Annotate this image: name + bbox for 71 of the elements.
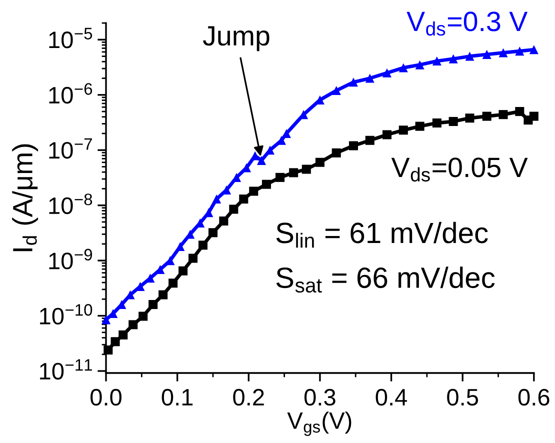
point [415,122,424,131]
point [382,68,392,78]
point [365,136,374,145]
point [529,112,538,121]
point [432,118,442,128]
point [348,141,358,150]
point [219,216,228,226]
point [365,74,374,83]
point [168,278,178,288]
point [529,45,538,54]
x-tick-label: 0.6 [518,388,550,406]
y-axis-title: I$_{d}$ (A/μm) [12,144,38,252]
point [118,330,128,340]
series-label: V$_{ds}$=0.05 V [391,158,528,182]
point [498,110,508,120]
point [465,114,474,123]
point [138,312,148,321]
y-tick-label: 10$^{−9}$ [49,248,92,270]
point [208,228,218,238]
annotation: S$_{sat}$ = 66 mV/dec [276,266,495,293]
point [498,48,508,58]
point [448,116,458,126]
point [515,106,524,116]
point [289,168,298,178]
y-tick-label: 10$^{−11}$ [40,359,92,380]
annotation: S$_{lin}$ = 61 mV/dec [276,222,488,248]
x-tick-label: 0.3 [304,388,336,406]
x-tick-label: 0.1 [162,388,193,406]
series-label: V$_{ds}$=0.3 V [406,12,528,36]
point [465,52,474,61]
x-tick-label: 0.2 [233,388,264,406]
point [382,130,392,140]
x-tick-label: 0.0 [90,388,122,406]
y-tick-label: 10$^{−5}$ [49,28,92,48]
y-tick-label: 10$^{−10}$ [40,304,92,325]
y-tick-label: 10$^{−6}$ [49,83,92,104]
point [101,315,111,324]
point [249,186,258,196]
point [432,56,442,66]
point [178,266,188,276]
point [482,112,492,121]
x-tick-label: 0.4 [376,388,407,406]
point [110,337,120,346]
point [415,60,424,70]
point [158,290,168,300]
point [148,300,158,310]
point [229,204,238,214]
point [212,194,222,204]
point [256,156,266,165]
point [198,240,208,250]
point [515,46,524,56]
point [398,63,408,72]
point [262,180,271,189]
point [348,78,358,87]
point [448,54,458,64]
point [276,172,285,182]
point [188,254,198,263]
x-axis-title: V$_{gs}$(V) [287,412,352,436]
point [128,320,138,330]
point [332,86,341,96]
x-tick-label: 0.5 [447,388,478,406]
point [332,148,341,158]
annotation: Jump [202,26,270,52]
y-tick-label: 10$^{−7}$ [49,138,92,159]
y-tick-label: 10$^{−8}$ [49,194,92,214]
point [482,50,492,59]
point [239,194,248,204]
point [302,164,311,174]
point [398,126,408,135]
point [315,158,324,167]
point [104,345,113,355]
